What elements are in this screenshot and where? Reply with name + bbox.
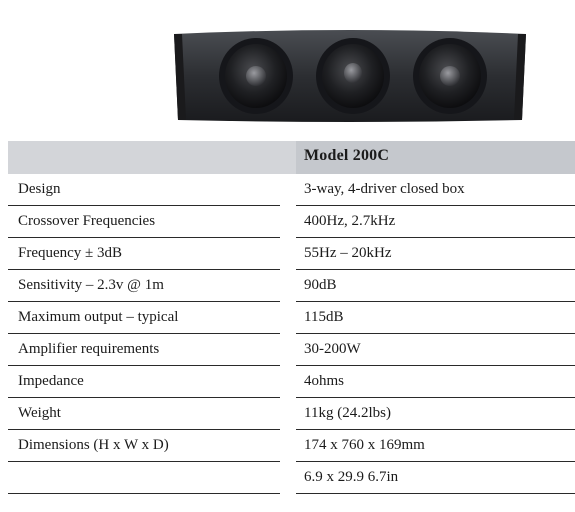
spec-label: Maximum output – typical	[18, 309, 179, 325]
row-divider	[8, 301, 280, 302]
spec-value: 90dB	[304, 277, 337, 293]
table-row: Impedance 4ohms	[8, 366, 575, 398]
spec-label: Weight	[18, 405, 61, 421]
row-divider	[8, 205, 280, 206]
row-divider	[8, 397, 280, 398]
header-shade-model	[296, 141, 575, 174]
speaker-photo	[160, 28, 540, 122]
table-row: Weight 11kg (24.2lbs)	[8, 398, 575, 430]
spec-value: 30-200W	[304, 341, 361, 357]
spec-label: Design	[18, 181, 61, 197]
row-divider	[8, 461, 280, 462]
spec-label: Dimensions (H x W x D)	[18, 437, 169, 453]
spec-label: Amplifier requirements	[18, 341, 160, 357]
spec-label: Frequency ± 3dB	[18, 245, 123, 261]
spec-value: 11kg (24.2lbs)	[304, 405, 391, 421]
spec-label: Crossover Frequencies	[18, 213, 156, 229]
spec-table: Model 200C Design 3-way, 4-driver closed…	[8, 141, 575, 494]
row-divider	[296, 301, 575, 302]
spec-label	[18, 462, 280, 493]
table-row: Sensitivity – 2.3v @ 1m 90dB	[8, 270, 575, 302]
row-divider	[296, 365, 575, 366]
row-divider	[8, 493, 280, 494]
row-divider	[296, 269, 575, 270]
model-name: Model 200C	[304, 147, 390, 164]
spec-label: Impedance	[18, 373, 84, 389]
row-divider	[8, 333, 280, 334]
spec-value: 400Hz, 2.7kHz	[304, 213, 396, 229]
spec-value: 174 x 760 x 169mm	[304, 437, 425, 453]
row-divider	[8, 365, 280, 366]
row-divider	[296, 237, 575, 238]
table-row: Design 3-way, 4-driver closed box	[8, 174, 575, 206]
spec-value: 4ohms	[304, 373, 345, 389]
row-divider	[8, 237, 280, 238]
spec-value: 115dB	[304, 309, 344, 325]
spec-value: 6.9 x 29.9 6.7in	[304, 469, 399, 485]
row-divider	[8, 269, 280, 270]
row-divider	[296, 429, 575, 430]
table-row: Maximum output – typical 115dB	[8, 302, 575, 334]
row-divider	[296, 493, 575, 494]
spec-label: Sensitivity – 2.3v @ 1m	[18, 277, 164, 293]
row-divider	[296, 333, 575, 334]
row-divider	[296, 397, 575, 398]
row-divider	[296, 461, 575, 462]
table-row: Frequency ± 3dB 55Hz – 20kHz	[8, 238, 575, 270]
table-header: Model 200C	[8, 141, 575, 174]
table-row: Dimensions (H x W x D) 174 x 760 x 169mm	[8, 430, 575, 462]
spec-value: 3-way, 4-driver closed box	[304, 181, 465, 197]
row-divider	[8, 429, 280, 430]
spec-value: 55Hz – 20kHz	[304, 245, 392, 261]
table-row: 6.9 x 29.9 6.7in	[8, 462, 575, 494]
table-row: Amplifier requirements 30-200W	[8, 334, 575, 366]
table-row: Crossover Frequencies 400Hz, 2.7kHz	[8, 206, 575, 238]
center-channel-speaker-photo-icon	[174, 30, 526, 122]
row-divider	[296, 205, 575, 206]
